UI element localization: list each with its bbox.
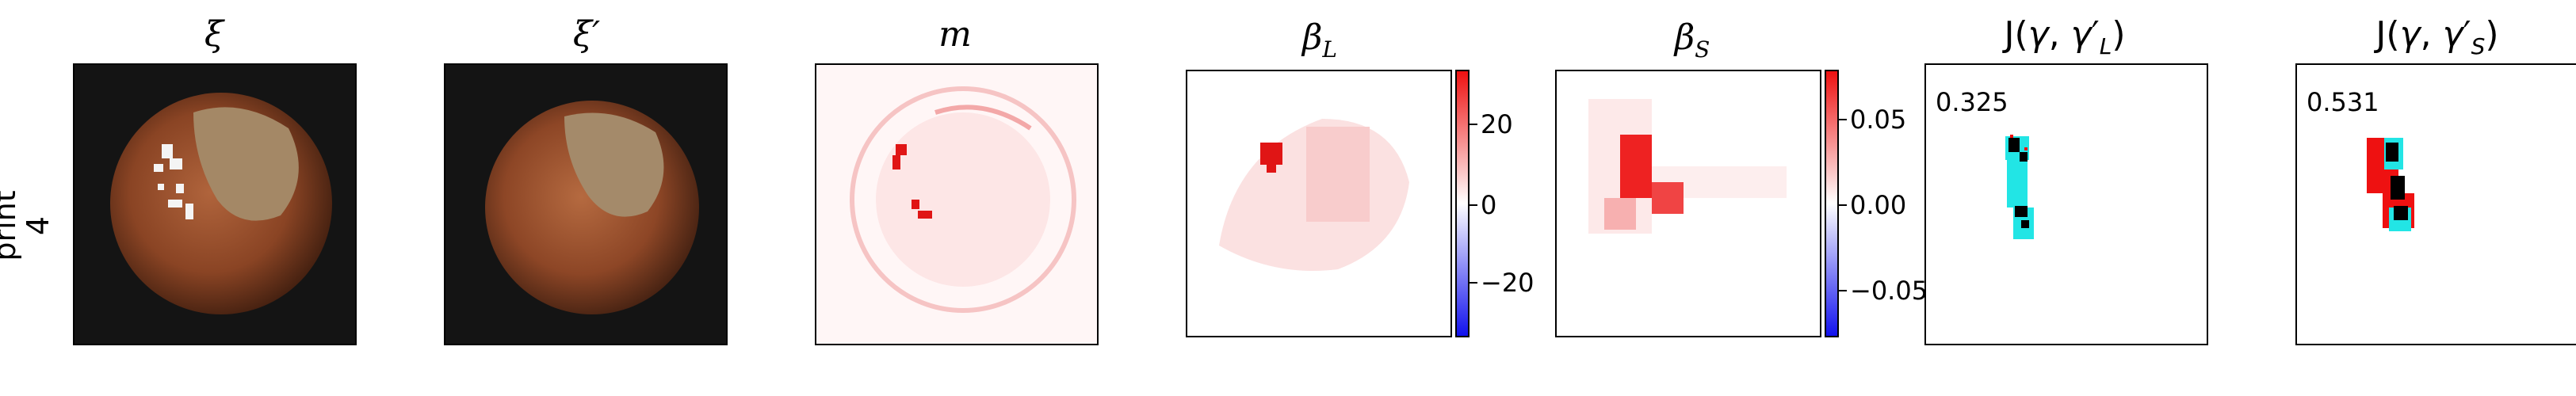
score-jaccard-s: 0.531 <box>2307 87 2379 117</box>
title-beta-l: βL <box>1301 17 1338 63</box>
map-beta-s <box>1555 70 1821 337</box>
map-m <box>815 63 1099 345</box>
tick-beta-s-1: 0.05 <box>1850 105 1907 135</box>
score-jaccard-l: 0.325 <box>1936 87 2008 117</box>
tick-beta-s-3: −0.05 <box>1850 276 1928 306</box>
map-jaccard-s: 0.531 <box>2295 63 2576 345</box>
hazelnut-original <box>110 93 332 314</box>
jaccard-s-overlay <box>2367 138 2414 231</box>
anomaly-map <box>850 86 1076 313</box>
beta-s-heatmap <box>1588 99 1787 234</box>
tickmark-beta-s-2 <box>1839 204 1847 206</box>
tick-beta-l-2: 0 <box>1481 190 1497 220</box>
beta-l-heatmap <box>1219 119 1409 271</box>
hazelnut-reconstructed <box>485 101 699 314</box>
tickmark-beta-l-2 <box>1470 204 1477 206</box>
image-xi <box>73 63 357 345</box>
tickmark-beta-l-1 <box>1470 124 1477 125</box>
colorbar-beta-l <box>1455 70 1470 337</box>
title-jaccard-l: J(γ, γ′L) <box>2004 14 2126 59</box>
tickmark-beta-s-1 <box>1839 119 1847 120</box>
tickmark-beta-l-3 <box>1470 282 1477 284</box>
tick-beta-s-2: 0.00 <box>1850 190 1907 220</box>
title-beta-s: βS <box>1674 17 1710 63</box>
tickmark-beta-s-3 <box>1839 290 1847 291</box>
jaccard-l-overlay <box>2005 135 2034 239</box>
title-m: m <box>938 14 972 55</box>
image-xi-prime <box>444 63 728 345</box>
map-beta-l <box>1186 70 1452 337</box>
map-jaccard-l: 0.325 <box>1924 63 2208 345</box>
title-jaccard-s: J(γ, γ′S) <box>2375 14 2499 59</box>
title-xi-prime: ξ′ <box>572 14 601 55</box>
row-label: print 4 <box>0 162 75 289</box>
tick-beta-l-3: −20 <box>1481 268 1535 298</box>
row-label-line1: print <box>0 190 22 261</box>
colorbar-beta-s <box>1825 70 1839 337</box>
title-xi: ξ <box>204 14 224 55</box>
tick-beta-l-1: 20 <box>1481 109 1513 139</box>
row-label-line2: 4 <box>21 215 55 236</box>
